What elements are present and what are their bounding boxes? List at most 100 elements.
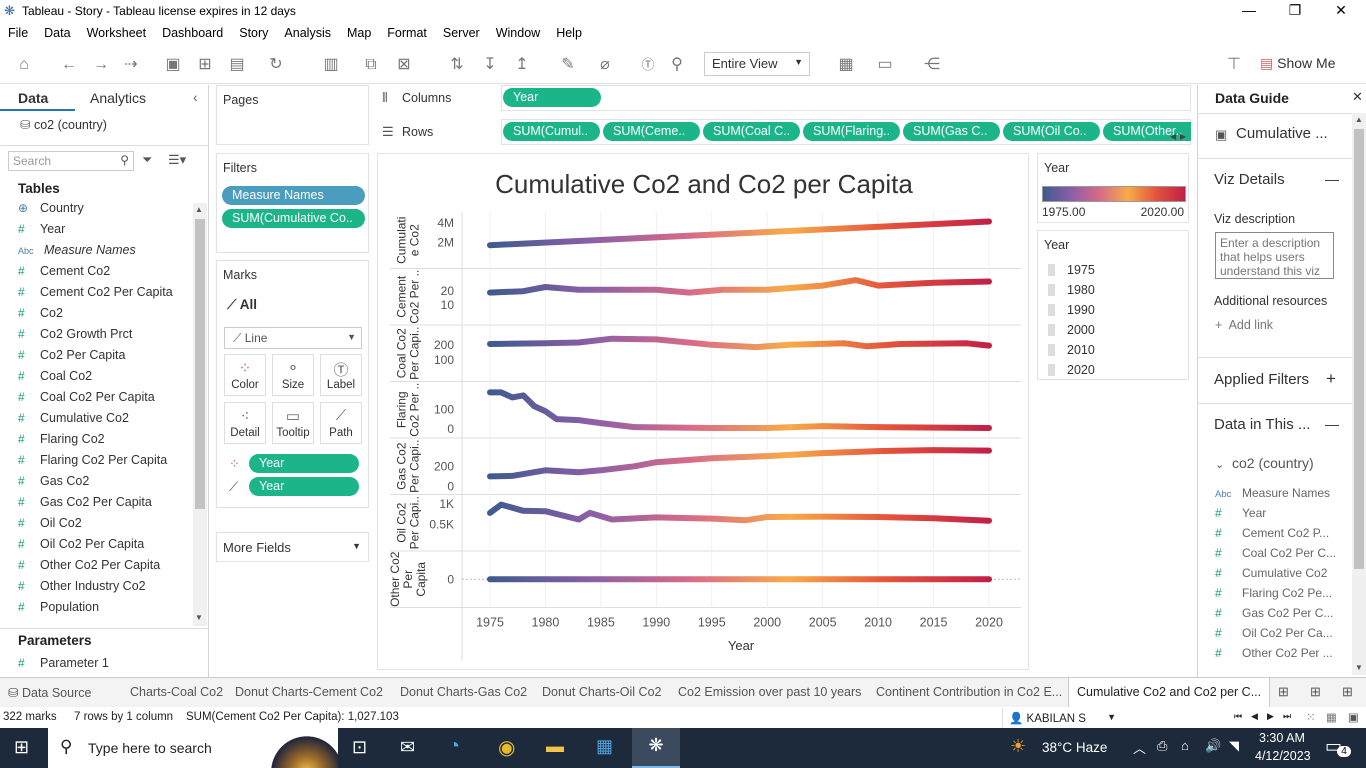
data-guide-field[interactable]: # Flaring Co2 Pe...	[1215, 586, 1332, 600]
datasource-item[interactable]: ⛁ co2 (country)	[20, 117, 107, 132]
field-item[interactable]: # Co2	[18, 306, 63, 327]
data-guide-field[interactable]: # Other Co2 Per ...	[1215, 646, 1333, 660]
presentation-icon[interactable]: ▭	[877, 56, 893, 73]
field-item[interactable]: ⊕ Country	[18, 201, 84, 222]
restore-button[interactable]: ❐	[1288, 2, 1302, 18]
year-filter-item[interactable]: 2020	[1048, 363, 1095, 377]
data-guide-field[interactable]: Abc Measure Names	[1215, 486, 1330, 500]
tooltip-button[interactable]: ▭ Tooltip	[272, 402, 314, 444]
menu-story[interactable]: Story	[239, 26, 269, 40]
sorter-view-icon[interactable]: ⁙	[1306, 712, 1316, 724]
marks-pill-year-path[interactable]: Year	[249, 477, 359, 496]
close-icon[interactable]: ✕	[1352, 89, 1363, 104]
field-item[interactable]: # Gas Co2 Per Capita	[18, 495, 152, 516]
refresh-icon[interactable]: ↻	[269, 56, 283, 73]
tray-chevron-icon[interactable]: ︿	[1133, 741, 1147, 756]
clear-sheet-icon[interactable]: ⊠	[397, 56, 411, 73]
menu-file[interactable]: File	[8, 26, 29, 40]
menu-data[interactable]: Data	[44, 26, 71, 40]
field-item[interactable]: # Cement Co2 Per Capita	[18, 285, 173, 306]
first-sheet-icon[interactable]: ⏮	[1234, 711, 1243, 721]
view-options-icon[interactable]: ☰▾	[168, 152, 187, 167]
scrollbar[interactable]: ▲ ▼	[1352, 113, 1366, 675]
format-painter-icon[interactable]: ⊤	[1227, 56, 1241, 73]
sheet-tab[interactable]: Cumulative Co2 and Co2 per C...	[1068, 678, 1271, 707]
year-filter-item[interactable]: 2000	[1048, 323, 1095, 337]
fit-select[interactable]: Entire View ▼	[704, 52, 810, 76]
taskbar-search[interactable]: ⚲ Type here to search	[48, 728, 338, 768]
sheet-tab[interactable]: Donut Charts-Oil Co2	[542, 685, 662, 699]
field-item[interactable]: # Coal Co2	[18, 369, 92, 390]
save-icon[interactable]: ▣	[165, 56, 181, 73]
menu-format[interactable]: Format	[387, 26, 427, 40]
data-guide-field[interactable]: # Year	[1215, 506, 1266, 520]
data-guide-field[interactable]: # Gas Co2 Per C...	[1215, 606, 1333, 620]
user-menu[interactable]: 👤 KABILAN S ▼	[1002, 708, 1122, 727]
filmstrip-icon[interactable]: ▦	[1326, 712, 1337, 724]
chrome-icon[interactable]: ◉	[498, 737, 516, 759]
show-me-button[interactable]: ▤ Show Me	[1260, 55, 1335, 72]
scroll-left-icon[interactable]: ◀	[1170, 132, 1177, 141]
menu-analysis[interactable]: Analysis	[284, 26, 331, 40]
meet-icon[interactable]: ⎙	[1157, 738, 1168, 753]
sheet-tab[interactable]: Co2 Emission over past 10 years	[678, 685, 862, 699]
pages-shelf[interactable]: Pages	[216, 85, 369, 145]
search-input[interactable]: Search ⚲	[8, 151, 134, 171]
annotate-icon[interactable]: ⌀	[600, 56, 610, 73]
rows-pill[interactable]: SUM(Cumul..	[503, 122, 600, 141]
sort-asc-icon[interactable]: ↧	[483, 56, 497, 73]
file-explorer-icon[interactable]: ▬	[546, 736, 564, 756]
marks-pill-year-color[interactable]: Year	[249, 454, 359, 473]
text-icon[interactable]: Ⓣ	[641, 57, 655, 72]
last-sheet-icon[interactable]: ⏭	[1283, 711, 1292, 721]
field-item[interactable]: # Other Co2 Per Capita	[18, 558, 160, 579]
duplicate-icon[interactable]: ⧉	[365, 56, 377, 73]
highlight-icon[interactable]: ✎	[561, 56, 575, 73]
field-item[interactable]: Abc Measure Names	[18, 243, 136, 264]
field-item[interactable]: # Cement Co2	[18, 264, 110, 285]
more-fields[interactable]: More Fields ▼	[216, 532, 369, 562]
prev-sheet-icon[interactable]: ◀	[1251, 711, 1258, 721]
filter-icon[interactable]: ⏷	[142, 152, 153, 167]
tab-analytics[interactable]: Analytics	[90, 90, 147, 106]
mark-type-select[interactable]: ⟋ Line ▼	[224, 327, 362, 349]
new-worksheet-icon[interactable]: ⊞	[1278, 684, 1289, 699]
series-line[interactable]	[487, 218, 992, 249]
field-item[interactable]: # Cumulative Co2	[18, 411, 129, 432]
year-filter-item[interactable]: 1980	[1048, 283, 1095, 297]
menu-help[interactable]: Help	[556, 26, 582, 40]
minimize-button[interactable]: —	[1242, 2, 1256, 18]
columns-pill-year[interactable]: Year	[503, 88, 601, 107]
menu-window[interactable]: Window	[495, 26, 541, 40]
rows-pill[interactable]: SUM(Coal C..	[703, 122, 800, 141]
collapse-pane-icon[interactable]: ‹	[193, 89, 198, 105]
checkbox[interactable]	[1048, 364, 1055, 376]
windows-start-icon[interactable]: ⊞	[14, 737, 30, 757]
menu-worksheet[interactable]: Worksheet	[86, 26, 147, 40]
mail-icon[interactable]: ✉	[400, 737, 416, 757]
checkbox[interactable]	[1048, 304, 1055, 316]
datasource-tab[interactable]: ⛁ Data Source	[8, 685, 91, 700]
sort-desc-icon[interactable]: ↥	[515, 56, 529, 73]
pin-icon[interactable]: ⚲	[671, 56, 683, 73]
new-sheet-icon[interactable]: ▥	[323, 56, 339, 73]
series-line[interactable]	[487, 389, 992, 431]
edge-icon[interactable]: ◔	[448, 735, 461, 757]
scrollbar[interactable]: ▲ ▼	[193, 203, 207, 626]
field-item[interactable]: # Coal Co2 Per Capita	[18, 390, 155, 411]
add-link-button[interactable]: + Add link	[1215, 318, 1273, 332]
field-item[interactable]: # Co2 Growth Prct	[18, 327, 132, 348]
series-line[interactable]	[487, 501, 992, 524]
rows-pill[interactable]: SUM(Flaring..	[803, 122, 900, 141]
tabs-view-icon[interactable]: ▣	[1348, 712, 1359, 724]
columns-shelf[interactable]: ⦀ Columns Year	[376, 85, 1192, 115]
series-line[interactable]	[487, 277, 992, 296]
sheet-tab[interactable]: Donut Charts-Cement Co2	[235, 685, 383, 699]
field-item[interactable]: # Flaring Co2 Per Capita	[18, 453, 167, 474]
color-ramp[interactable]	[1042, 186, 1186, 202]
app-icon[interactable]: ▦	[596, 736, 614, 756]
checkbox[interactable]	[1048, 284, 1055, 296]
rows-pill[interactable]: SUM(Ceme..	[603, 122, 700, 141]
label-button[interactable]: Ⓣ Label	[320, 354, 362, 396]
next-sheet-icon[interactable]: ▶	[1267, 711, 1274, 721]
